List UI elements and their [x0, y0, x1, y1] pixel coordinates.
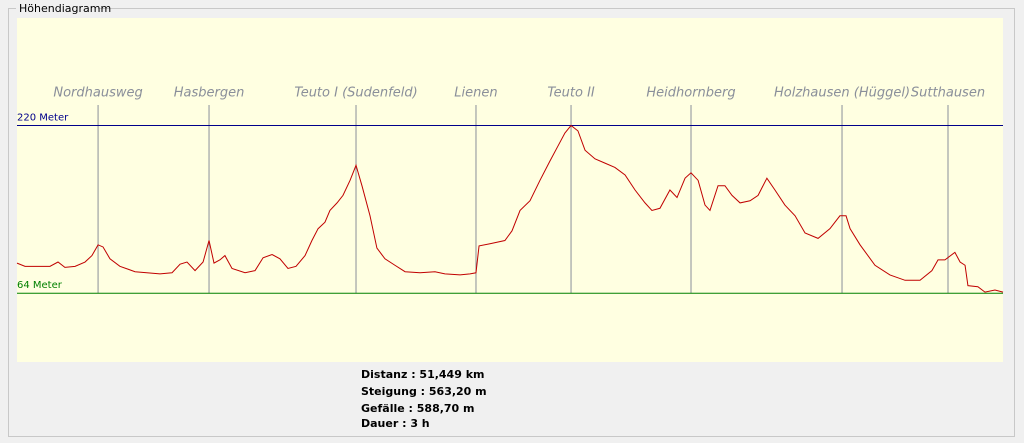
waypoint-label: Hasbergen	[174, 86, 245, 101]
stat: Gefälle : 588,70 m	[361, 402, 475, 415]
waypoint-label: Sutthausen	[911, 86, 985, 101]
elevation-line	[16, 124, 1004, 293]
waypoint-label: Heidhornberg	[646, 86, 735, 101]
reference-label: 64 Meter	[17, 280, 63, 291]
reference-label: 220 Meter	[17, 113, 69, 124]
group-box	[8, 8, 1015, 437]
stat: Steigung : 563,20 m	[361, 385, 487, 398]
stat: Dauer : 3 h	[361, 417, 430, 430]
stat: Distanz : 51,449 km	[361, 368, 484, 381]
group-title-bg	[16, 2, 98, 16]
waypoint-label: Teuto II	[547, 86, 595, 101]
waypoint-label: Holzhausen (Hüggel)	[774, 86, 910, 101]
waypoint-label: Teuto I (Sudenfeld)	[294, 86, 417, 101]
waypoint-label: Nordhausweg	[53, 86, 142, 101]
waypoint-label: Lienen	[454, 86, 497, 101]
plot-area	[17, 18, 1003, 362]
plot: Nordhausweg Hasbergen Teuto I (Sudenfeld) L…	[16, 18, 1004, 362]
group-title: Höhendiagramm	[19, 2, 111, 15]
